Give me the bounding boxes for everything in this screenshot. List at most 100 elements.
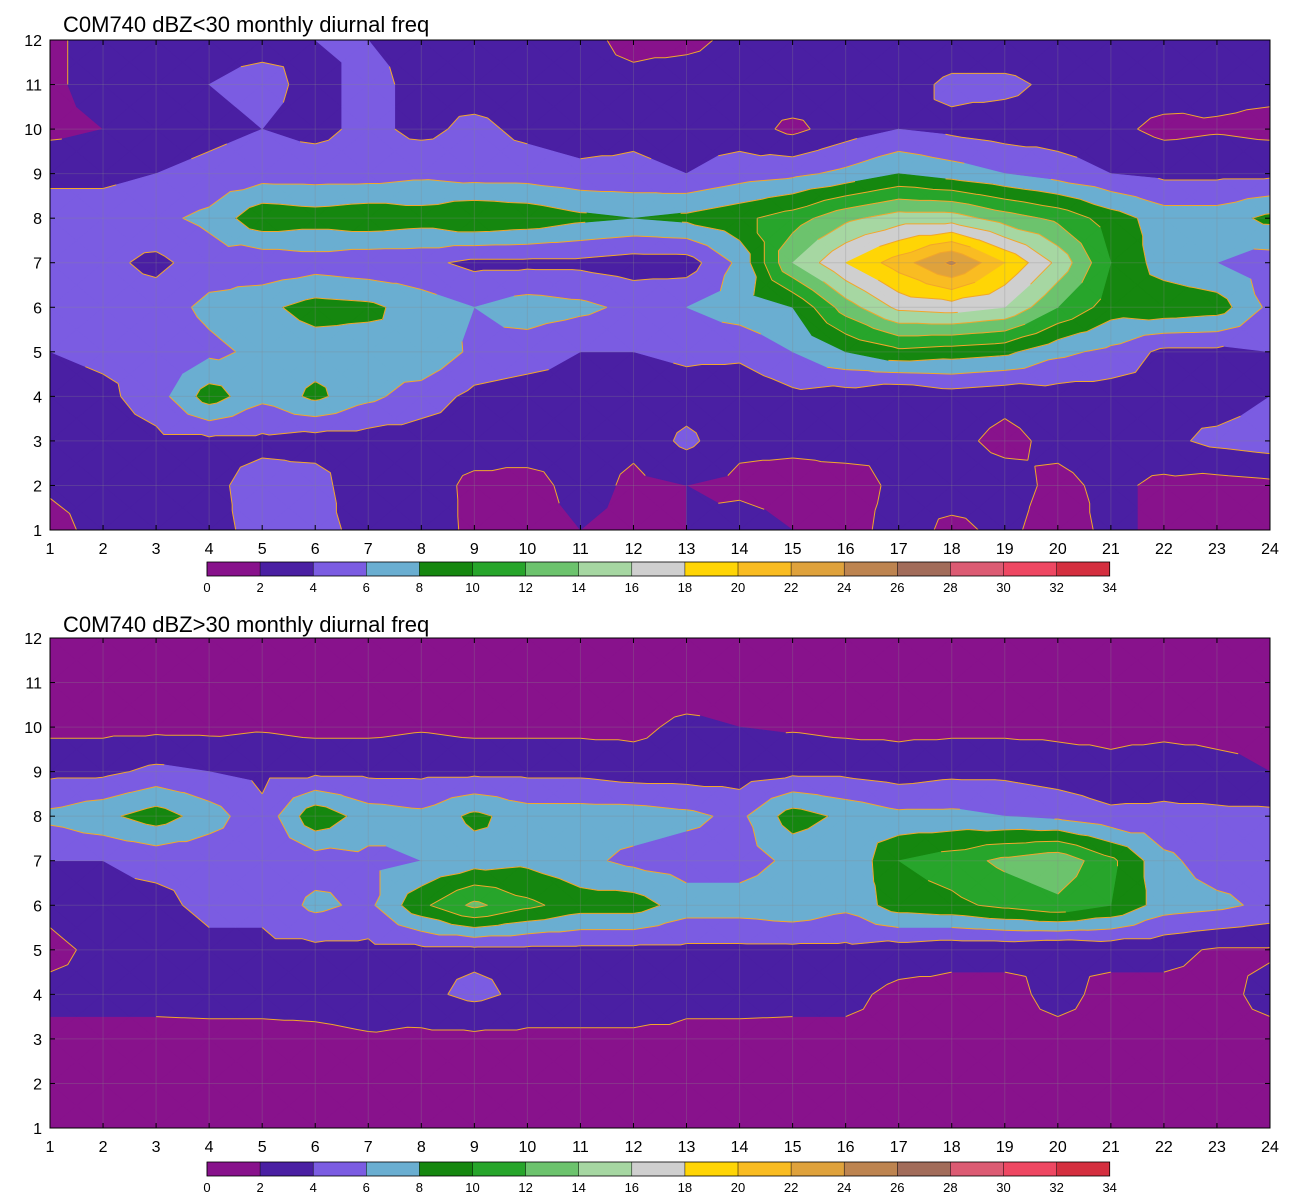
y-tick-label: 4 bbox=[33, 389, 42, 406]
contour-band bbox=[50, 763, 1270, 1003]
contour-lines bbox=[50, 40, 1270, 530]
x-tick-label: 20 bbox=[1049, 541, 1067, 558]
colorbar-swatch bbox=[950, 562, 1004, 576]
x-tick-label: 22 bbox=[1155, 1139, 1173, 1156]
colorbar: 0 2 4 6 8 10 12 14 16 18 20 22 24 26 28 30 32 34 bbox=[203, 1161, 1117, 1195]
colorbar-tick-label: 30 bbox=[996, 1180, 1010, 1195]
y-tick-label: 1 bbox=[33, 1121, 42, 1138]
x-tick-label: 16 bbox=[837, 1139, 855, 1156]
x-tick-label: 5 bbox=[258, 541, 267, 558]
x-tick-label: 13 bbox=[678, 1139, 696, 1156]
colorbar-tick-label: 10 bbox=[465, 1180, 479, 1195]
colorbar-tick-label: 34 bbox=[1102, 580, 1116, 595]
colorbar-frame bbox=[206, 1161, 1111, 1177]
contour-line bbox=[913, 250, 982, 279]
colorbar-swatch bbox=[366, 562, 420, 576]
x-tick-label: 2 bbox=[99, 1139, 108, 1156]
colorbar-swatch bbox=[472, 1162, 526, 1176]
x-tick-label: 20 bbox=[1049, 1139, 1067, 1156]
colorbar-tick-label: 20 bbox=[731, 1180, 745, 1195]
colorbar-tick-label: 30 bbox=[996, 580, 1010, 595]
colorbar-swatch bbox=[950, 1162, 1004, 1176]
x-tick-label: 11 bbox=[572, 1139, 589, 1156]
colorbar-swatch bbox=[1003, 1162, 1057, 1176]
contour-line bbox=[877, 231, 1029, 302]
y-tick-label: 5 bbox=[33, 345, 42, 362]
colorbar-swatch bbox=[844, 562, 898, 576]
colorbar-tick-label: 18 bbox=[678, 1180, 692, 1195]
colorbar-swatch bbox=[419, 562, 473, 576]
x-tick-label: 4 bbox=[205, 1139, 214, 1156]
x-tick-label: 7 bbox=[364, 541, 373, 558]
y-tick-label: 6 bbox=[33, 898, 42, 915]
x-tick-label: 23 bbox=[1208, 1139, 1226, 1156]
colorbar-swatch bbox=[1056, 562, 1110, 576]
colorbar-swatch bbox=[684, 562, 738, 576]
colorbar-tick-label: 6 bbox=[363, 580, 370, 595]
colorbar-tick-label: 16 bbox=[625, 1180, 639, 1195]
panel-title: C0M740 dBZ>30 monthly diurnal freq bbox=[63, 612, 429, 637]
x-tick-label: 18 bbox=[943, 1139, 961, 1156]
x-tick-label: 11 bbox=[572, 541, 589, 558]
colorbar-tick-label: 20 bbox=[731, 580, 745, 595]
x-tick-label: 12 bbox=[625, 541, 643, 558]
x-tick-label: 3 bbox=[152, 1139, 161, 1156]
filled-contours bbox=[50, 638, 1270, 1128]
x-tick-label: 21 bbox=[1102, 1139, 1120, 1156]
x-tick-label: 9 bbox=[470, 1139, 479, 1156]
colorbar-swatch bbox=[844, 1162, 898, 1176]
colorbar-tick-label: 4 bbox=[310, 580, 317, 595]
colorbar-tick-label: 8 bbox=[416, 1180, 423, 1195]
colorbar-tick-label: 0 bbox=[203, 580, 210, 595]
colorbar-tick-label: 4 bbox=[310, 1180, 317, 1195]
x-tick-label: 12 bbox=[625, 1139, 643, 1156]
colorbar-tick-label: 12 bbox=[518, 580, 532, 595]
x-tick-label: 15 bbox=[784, 1139, 802, 1156]
contour-plot-area bbox=[50, 40, 1270, 530]
colorbar-swatch bbox=[207, 1162, 261, 1176]
contour-lines bbox=[50, 713, 1270, 1033]
axes: 1 2 3 4 5 6 7 8 9 10 11 12 13 14 15 16 17 18 19 20 21 22 23 241… bbox=[24, 33, 1279, 558]
colorbar-tick-label: 2 bbox=[256, 1180, 263, 1195]
contour-line bbox=[195, 178, 1270, 405]
x-tick-label: 5 bbox=[258, 1139, 267, 1156]
y-tick-label: 5 bbox=[33, 943, 42, 960]
colorbar-swatch bbox=[738, 1162, 792, 1176]
y-tick-label: 9 bbox=[33, 765, 42, 782]
x-tick-label: 19 bbox=[996, 1139, 1014, 1156]
colorbar-swatch bbox=[260, 562, 314, 576]
x-tick-label: 13 bbox=[678, 541, 696, 558]
colorbar-swatch bbox=[313, 562, 367, 576]
contour-line bbox=[817, 211, 1073, 325]
colorbar-tick-label: 32 bbox=[1049, 1180, 1063, 1195]
x-tick-label: 10 bbox=[518, 541, 536, 558]
x-tick-label: 1 bbox=[46, 1139, 55, 1156]
colorbar-swatch bbox=[897, 562, 951, 576]
contour-line bbox=[818, 222, 1053, 314]
contour-line bbox=[50, 61, 1270, 530]
colorbar-swatch bbox=[207, 562, 261, 576]
y-tick-label: 8 bbox=[33, 809, 42, 826]
colorbar-swatch bbox=[738, 562, 792, 576]
colorbar-tick-label: 6 bbox=[363, 1180, 370, 1195]
colorbar-swatch bbox=[313, 1162, 367, 1176]
y-tick-label: 1 bbox=[33, 523, 42, 540]
colorbar-tick-label: 34 bbox=[1102, 1180, 1116, 1195]
colorbar-tick-label: 8 bbox=[416, 580, 423, 595]
colorbar-tick-label: 22 bbox=[784, 580, 798, 595]
x-tick-label: 23 bbox=[1208, 541, 1226, 558]
colorbar-tick-label: 0 bbox=[203, 1180, 210, 1195]
colorbar-swatch bbox=[578, 1162, 632, 1176]
colorbar-swatch bbox=[260, 1162, 314, 1176]
y-tick-label: 12 bbox=[24, 631, 42, 648]
colorbar-tick-label: 22 bbox=[784, 1180, 798, 1195]
contour-line bbox=[778, 198, 1093, 337]
x-tick-label: 1 bbox=[46, 541, 55, 558]
colorbar-tick-label: 26 bbox=[890, 1180, 904, 1195]
colorbar-tick-label: 28 bbox=[943, 580, 957, 595]
colorbar-swatch bbox=[897, 1162, 951, 1176]
plot-frame bbox=[49, 637, 1271, 1129]
colorbar-swatch bbox=[1003, 562, 1057, 576]
